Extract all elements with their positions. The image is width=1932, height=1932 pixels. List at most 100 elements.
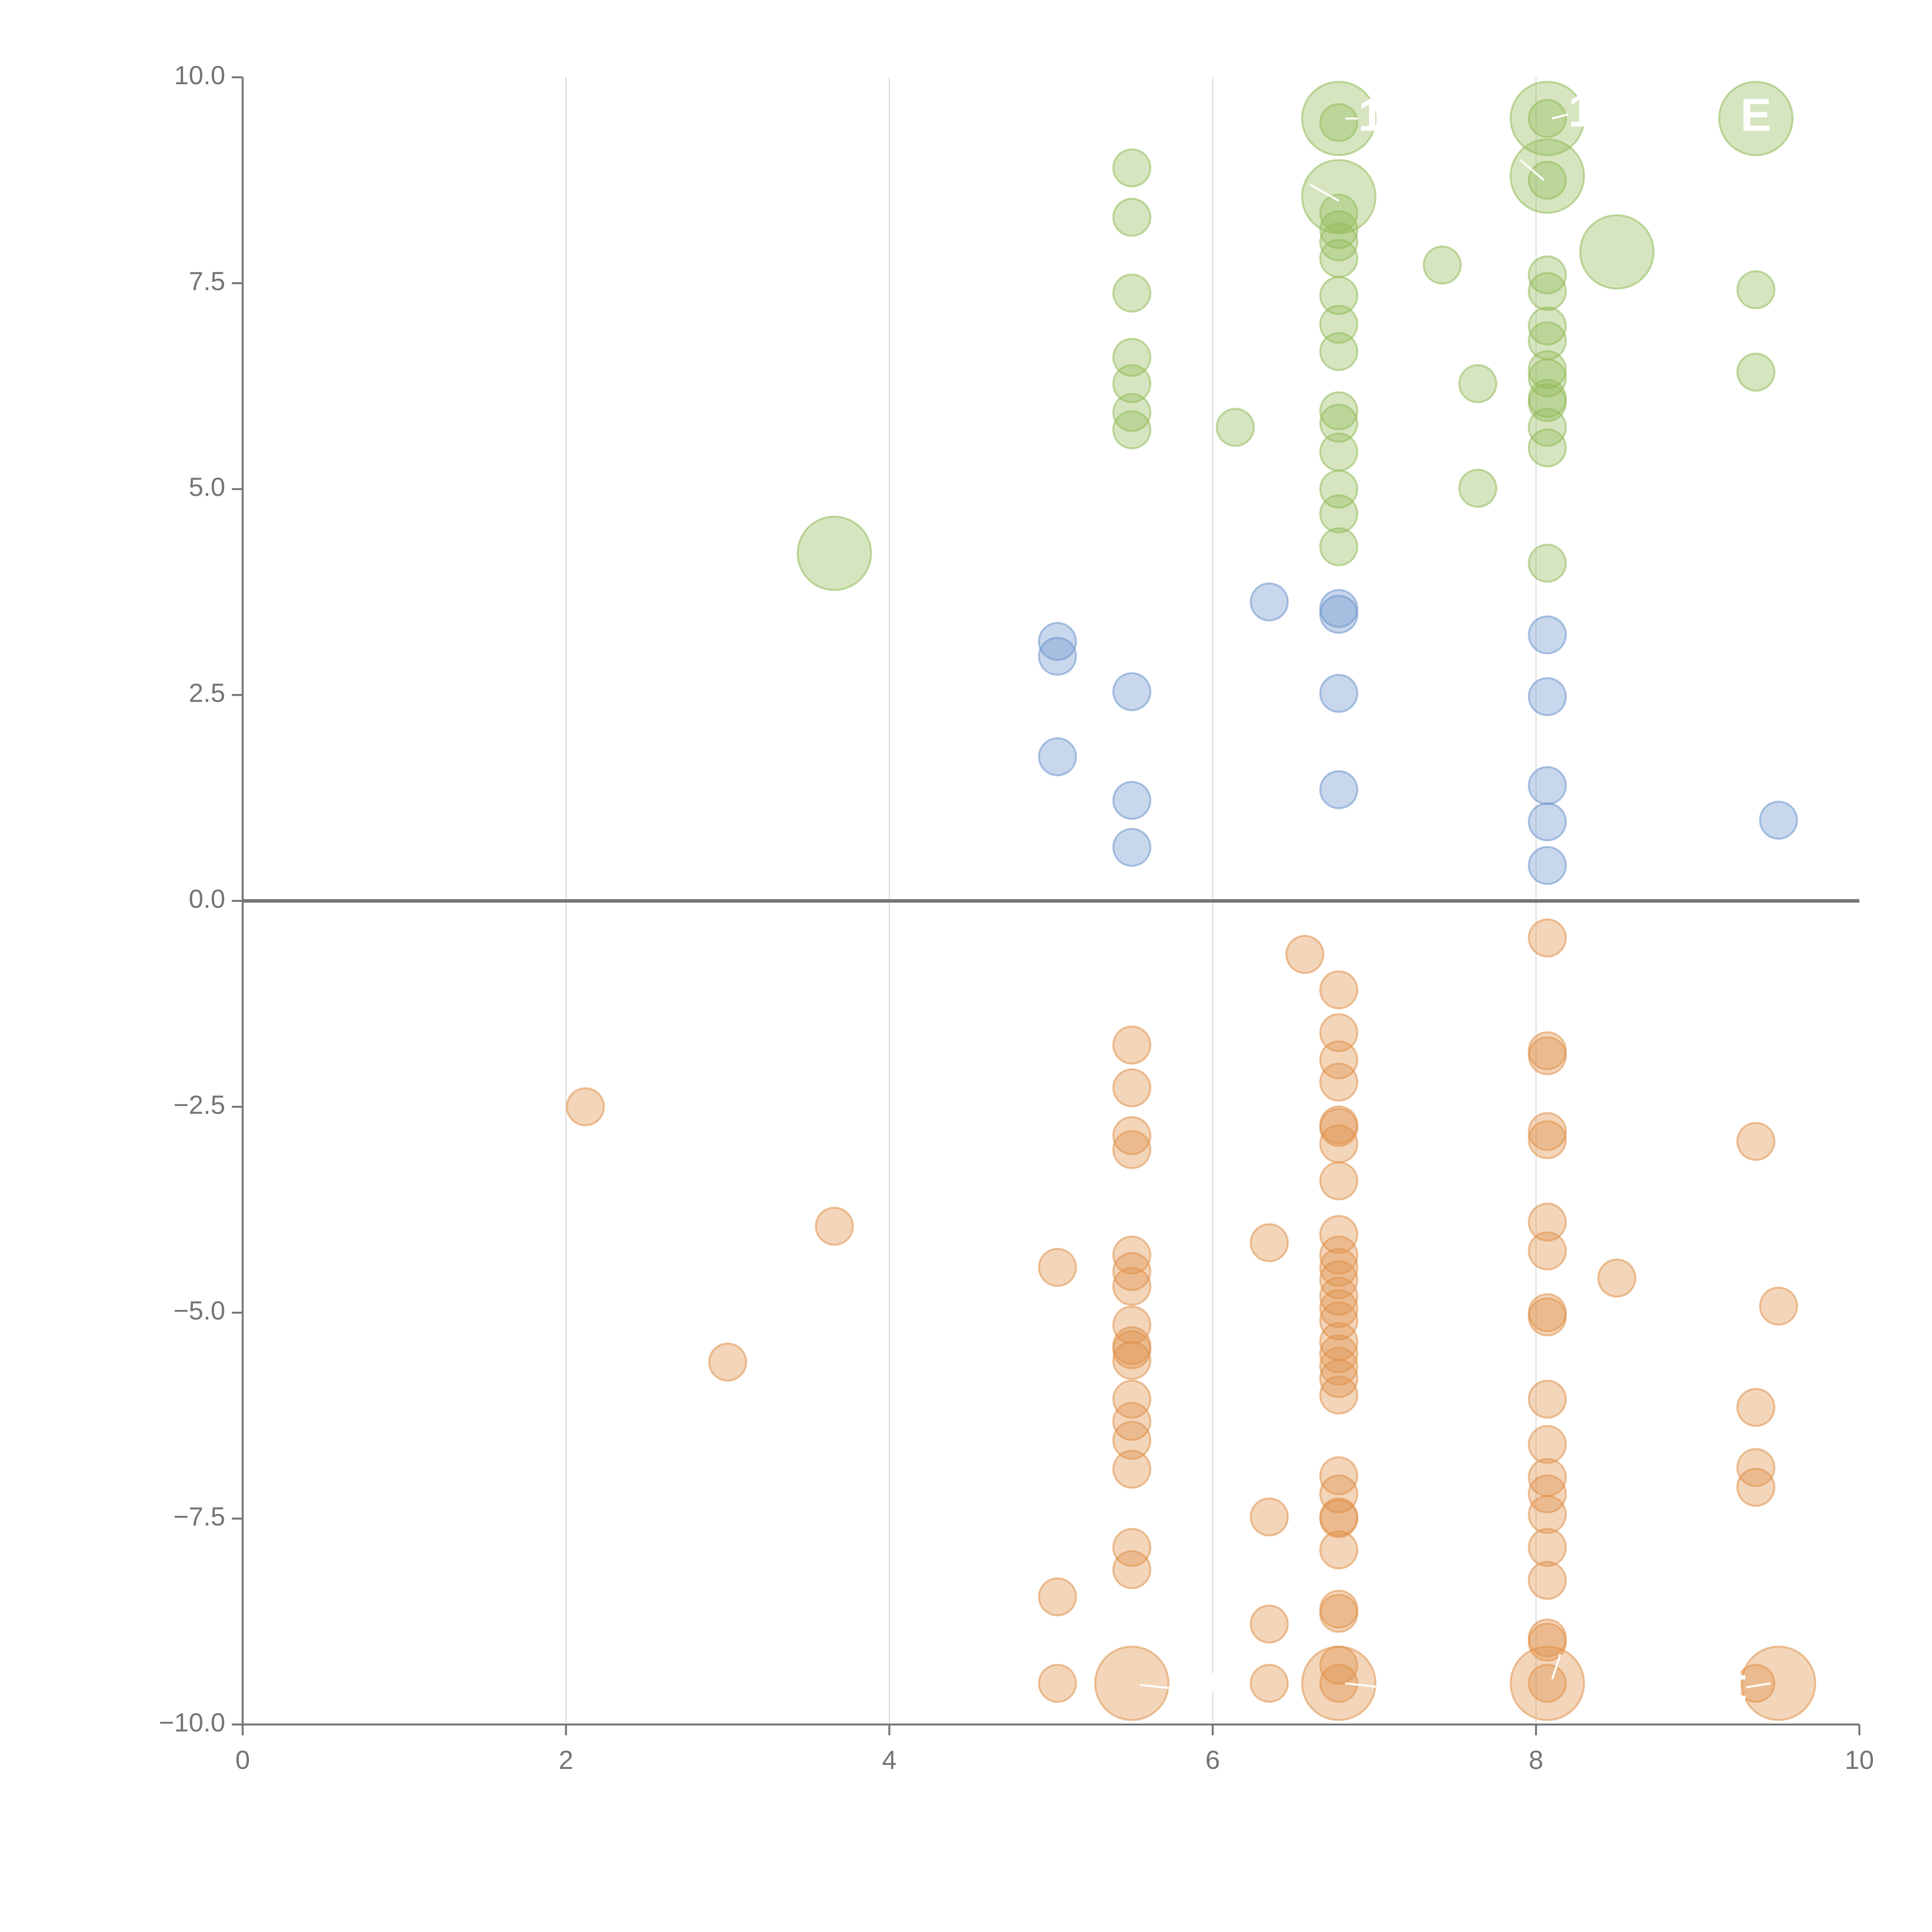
bubble-orange-43 <box>1319 1301 1359 1341</box>
bubble-green-42 <box>1527 544 1567 583</box>
bubble-green-23 <box>1319 494 1359 534</box>
bubble-orange-16 <box>1112 1341 1151 1380</box>
bubble-orange-46 <box>1319 1347 1359 1386</box>
bubble-orange-5 <box>1038 1663 1077 1703</box>
bubble-blue-9 <box>1319 673 1359 713</box>
bubble-orange-78 <box>1527 1663 1567 1703</box>
bubble-orange-35 <box>1319 1124 1359 1163</box>
x-tick-label-1: 2 <box>559 1745 573 1775</box>
bubble-orange-62 <box>1527 1112 1567 1151</box>
bubble-orange-57 <box>1301 1645 1377 1721</box>
annotation-label-5: P <box>1189 1662 1220 1714</box>
bubble-orange-12 <box>1112 1267 1151 1306</box>
bubble-green-31 <box>1527 160 1567 200</box>
y-tick-label-5: −2.5 <box>173 1090 225 1119</box>
bubble-orange-65 <box>1527 1231 1567 1270</box>
bubble-orange-82 <box>1736 1448 1776 1487</box>
bubble-green-44 <box>1718 81 1794 156</box>
x-tick-label-0: 0 <box>235 1745 250 1775</box>
bubble-orange-69 <box>1527 1425 1567 1464</box>
y-tick-label-3: 2.5 <box>189 679 225 708</box>
bubble-green-26 <box>1458 364 1498 403</box>
bubble-green-3 <box>1112 273 1151 313</box>
bubble-orange-25 <box>1250 1497 1289 1537</box>
bubble-orange-26 <box>1250 1604 1289 1644</box>
bubble-blue-1 <box>1038 636 1077 676</box>
bubbles <box>566 81 1816 1721</box>
bubble-orange-47 <box>1319 1359 1359 1398</box>
bubble-green-32 <box>1527 255 1567 295</box>
bubble-green-13 <box>1319 210 1359 249</box>
x-tick-label-5: 10 <box>1845 1745 1874 1775</box>
bubble-orange-83 <box>1736 1468 1776 1507</box>
bubble-blue-5 <box>1112 828 1151 867</box>
bubble-green-45 <box>1736 270 1776 310</box>
bubble-orange-21 <box>1112 1528 1151 1567</box>
bubble-orange-76 <box>1527 1622 1567 1662</box>
bubble-orange-85 <box>1759 1286 1798 1326</box>
bubble-orange-20 <box>1112 1449 1151 1489</box>
bubble-green-19 <box>1319 391 1359 430</box>
bubble-orange-40 <box>1319 1260 1359 1299</box>
bubble-orange-22 <box>1112 1550 1151 1589</box>
bubble-orange-2 <box>815 1206 854 1246</box>
bubble-orange-67 <box>1527 1297 1567 1337</box>
bubble-blue-8 <box>1319 595 1359 634</box>
bubble-orange-23 <box>1094 1645 1170 1721</box>
bubble-green-9 <box>1301 81 1377 156</box>
bubble-green-18 <box>1319 332 1359 371</box>
bubble-green-41 <box>1527 428 1567 468</box>
bubble-orange-61 <box>1527 1036 1567 1075</box>
bubble-green-20 <box>1319 403 1359 443</box>
bubble-orange-9 <box>1112 1130 1151 1169</box>
bubble-blue-13 <box>1527 766 1567 805</box>
bubble-blue-3 <box>1112 672 1151 711</box>
annotation-leader-6 <box>1345 1682 1383 1689</box>
bubble-orange-1 <box>708 1342 747 1382</box>
bubble-blue-0 <box>1038 622 1077 661</box>
bubble-orange-52 <box>1319 1499 1359 1538</box>
bubble-orange-68 <box>1527 1379 1567 1419</box>
bubble-green-21 <box>1319 432 1359 472</box>
y-tick-label-7: −7.5 <box>173 1502 225 1531</box>
bubble-green-43 <box>1579 214 1655 290</box>
bubble-green-40 <box>1527 408 1567 447</box>
bubble-orange-3 <box>1038 1248 1077 1287</box>
bubble-green-25 <box>1423 245 1462 285</box>
bubble-orange-30 <box>1319 1013 1359 1053</box>
bubble-orange-34 <box>1319 1108 1359 1147</box>
bubble-orange-17 <box>1112 1379 1151 1419</box>
bubble-orange-48 <box>1319 1375 1359 1415</box>
y-tick-label-6: −5.0 <box>173 1296 225 1325</box>
bubble-orange-79 <box>1597 1259 1636 1298</box>
bubble-orange-32 <box>1319 1062 1359 1102</box>
bubble-orange-39 <box>1319 1248 1359 1287</box>
annotation-label-2: E <box>1740 89 1771 141</box>
bubble-orange-53 <box>1319 1530 1359 1570</box>
bubble-orange-28 <box>1285 935 1325 974</box>
y-tick-label-0: 10.0 <box>174 61 225 90</box>
bubble-blue-16 <box>1759 801 1798 840</box>
axes: 10.0 7.5 5.0 2.5 0.0 −2.5 −5.0 −7.5 −10.0 0 2 4 6 8 10 <box>159 61 1874 1775</box>
annotation-leader-8 <box>1746 1682 1771 1689</box>
bubble-orange-59 <box>1527 918 1567 957</box>
bubble-orange-84 <box>1736 1663 1776 1703</box>
bubble-orange-71 <box>1527 1474 1567 1514</box>
bubble-blue-11 <box>1527 615 1567 655</box>
y-tick-label-2: 5.0 <box>189 473 225 502</box>
bubble-orange-6 <box>1112 1026 1151 1065</box>
bubble-orange-77 <box>1509 1645 1585 1721</box>
bubble-blue-12 <box>1527 677 1567 716</box>
bubble-green-30 <box>1509 138 1585 214</box>
bubble-orange-74 <box>1527 1561 1567 1600</box>
bubble-green-29 <box>1527 99 1567 138</box>
y-tick-label-1: 7.5 <box>189 267 225 296</box>
bubble-green-36 <box>1527 350 1567 389</box>
annotation-leader-1 <box>1552 113 1569 119</box>
annotation-leader-7 <box>1551 1654 1561 1680</box>
bubble-green-8 <box>1216 408 1255 447</box>
bubble-green-6 <box>1112 393 1151 432</box>
bubble-green-0 <box>796 515 872 591</box>
bubble-green-2 <box>1112 197 1151 237</box>
